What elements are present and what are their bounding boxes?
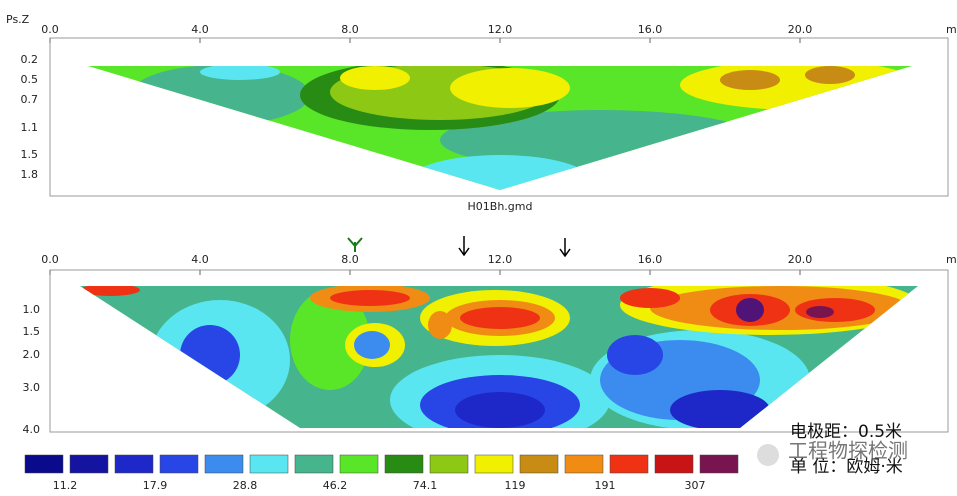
- arrow-marker: [458, 236, 571, 258]
- y-tick-label: 1.0: [23, 303, 41, 316]
- y-tick-label: 0.2: [21, 53, 39, 66]
- x-unit: m.: [946, 253, 957, 266]
- legend-label: 28.8: [233, 479, 258, 492]
- file-name: H01Bh.gmd: [468, 200, 533, 213]
- y-tick-label: 3.0: [23, 381, 41, 394]
- unit-note: 单 位：欧姆·米: [790, 457, 903, 477]
- bottom-frame: [49, 269, 949, 433]
- top-frame: [49, 37, 949, 197]
- x-tick-label: 0.0: [41, 253, 59, 266]
- legend-swatch: [699, 454, 739, 474]
- legend-swatch: [69, 454, 109, 474]
- y-tick-label: 4.0: [23, 423, 41, 436]
- y-tick-label: 1.8: [21, 168, 39, 181]
- legend-swatch: [384, 454, 424, 474]
- x-tick-label: 4.0: [191, 23, 209, 36]
- legend-swatch: [159, 454, 199, 474]
- x-tick-label: 12.0: [488, 23, 513, 36]
- legend-label: 74.1: [413, 479, 438, 492]
- bottom-ticks: 0.0 4.0 8.0 12.0 16.0 20.0 1.0 1.5 2.0 3.0 4.0: [23, 253, 813, 436]
- x-tick-label: 20.0: [788, 253, 813, 266]
- y-tick-label: 1.5: [23, 325, 41, 338]
- legend-swatch: [249, 454, 289, 474]
- x-tick-label: 16.0: [638, 23, 663, 36]
- legend: 11.2 17.9 28.8 46.2 74.1 119 191 307: [24, 454, 739, 492]
- legend-swatch: [294, 454, 334, 474]
- y-tick-label: 0.5: [21, 73, 39, 86]
- legend-label: 191: [595, 479, 616, 492]
- legend-label: 17.9: [143, 479, 168, 492]
- x-tick-label: 12.0: [488, 253, 513, 266]
- legend-label: 46.2: [323, 479, 348, 492]
- legend-swatch: [204, 454, 244, 474]
- y-tick-label: 2.0: [23, 348, 41, 361]
- legend-label: 11.2: [53, 479, 78, 492]
- legend-swatch: [474, 454, 514, 474]
- watermark: 工程物探检测: [788, 439, 908, 463]
- x-tick-label: 8.0: [341, 23, 359, 36]
- x-tick-label: 8.0: [341, 253, 359, 266]
- axis-label: Ps.Z: [6, 13, 30, 26]
- y-tick-label: 1.1: [21, 121, 39, 134]
- x-unit: m.: [946, 23, 957, 36]
- tree-marker: [347, 237, 363, 252]
- legend-swatch: [519, 454, 559, 474]
- legend-swatch: [609, 454, 649, 474]
- x-tick-label: 20.0: [788, 23, 813, 36]
- bottom-contours: [80, 286, 918, 428]
- x-tick-label: 0.0: [41, 23, 59, 36]
- top-ticks: 0.0 4.0 8.0 12.0 16.0 20.0 0.2 0.5 0.7 1.1 1.5 1.8: [21, 23, 813, 181]
- legend-swatch: [339, 454, 379, 474]
- legend-swatch: [114, 454, 154, 474]
- x-tick-label: 16.0: [638, 253, 663, 266]
- legend-swatch: [24, 454, 64, 474]
- legend-label: 119: [505, 479, 526, 492]
- wechat-icon: [757, 444, 779, 466]
- y-tick-label: 1.5: [21, 148, 39, 161]
- electrode-spacing: 电极距：0.5米: [790, 422, 902, 442]
- y-tick-label: 0.7: [21, 93, 39, 106]
- legend-swatch: [654, 454, 694, 474]
- legend-label: 307: [685, 479, 706, 492]
- legend-swatch: [564, 454, 604, 474]
- legend-swatch: [429, 454, 469, 474]
- x-tick-label: 4.0: [191, 253, 209, 266]
